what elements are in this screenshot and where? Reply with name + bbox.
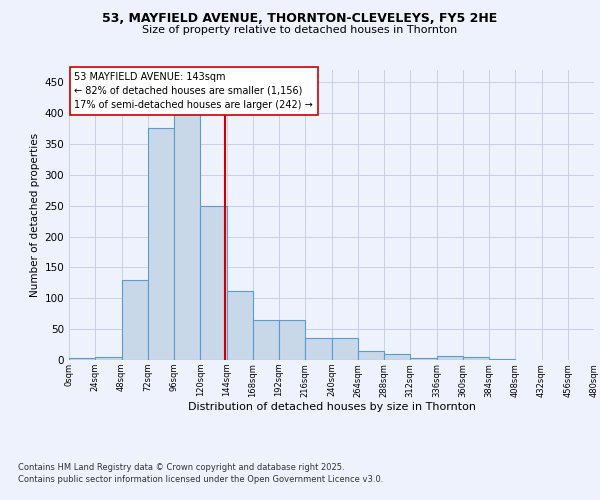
Y-axis label: Number of detached properties: Number of detached properties (30, 133, 40, 297)
Bar (384, 354, 410, 360)
X-axis label: Distribution of detached houses by size in Thornton: Distribution of detached houses by size … (187, 402, 476, 412)
Bar (463, 357, 489, 360)
Bar (121, 280, 148, 360)
Text: 53, MAYFIELD AVENUE, THORNTON-CLEVELEYS, FY5 2HE: 53, MAYFIELD AVENUE, THORNTON-CLEVELEYS,… (103, 12, 497, 26)
Bar (358, 352, 384, 360)
Bar (305, 338, 331, 360)
Text: Contains HM Land Registry data © Crown copyright and database right 2025.: Contains HM Land Registry data © Crown c… (18, 462, 344, 471)
Bar (148, 128, 174, 360)
Text: 53 MAYFIELD AVENUE: 143sqm
← 82% of detached houses are smaller (1,156)
17% of s: 53 MAYFIELD AVENUE: 143sqm ← 82% of deta… (74, 72, 313, 110)
Bar (331, 338, 358, 360)
Bar (410, 358, 437, 360)
Bar (253, 320, 279, 360)
Bar (69, 358, 95, 360)
Bar (227, 291, 253, 360)
Text: Size of property relative to detached houses in Thornton: Size of property relative to detached ho… (142, 25, 458, 35)
Bar (437, 356, 463, 360)
Bar (95, 357, 121, 360)
Bar (200, 206, 227, 360)
Bar (279, 320, 305, 360)
Text: Contains public sector information licensed under the Open Government Licence v3: Contains public sector information licen… (18, 475, 383, 484)
Bar (174, 102, 200, 360)
